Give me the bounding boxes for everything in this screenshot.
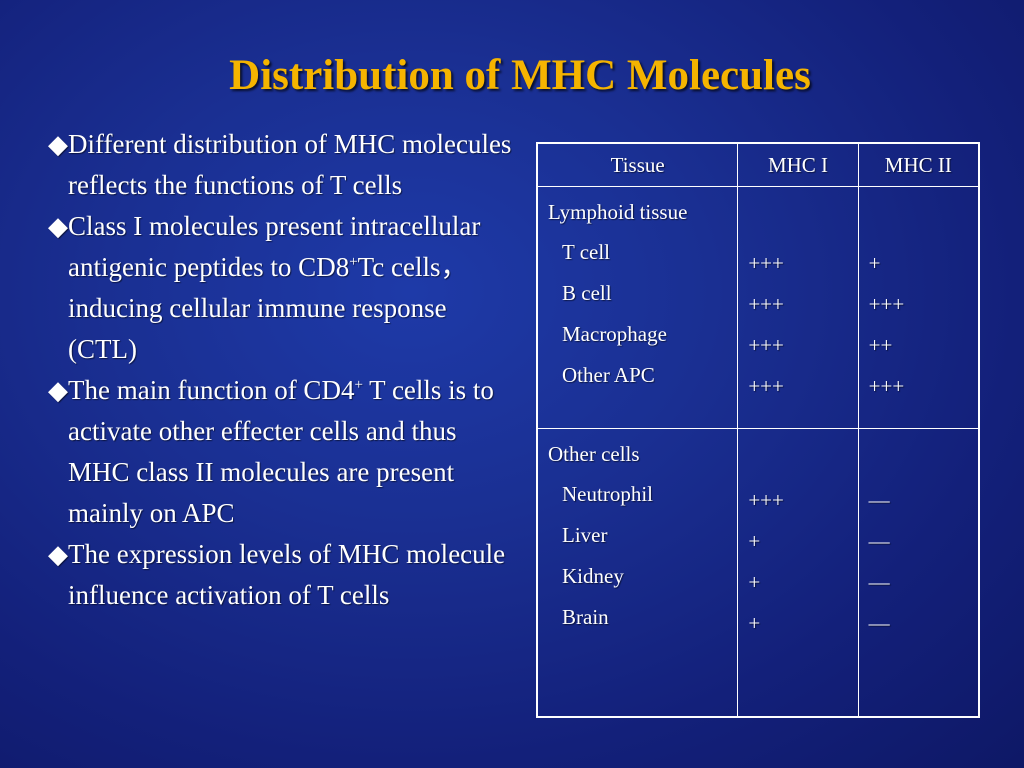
bullet-item: ◆ The expression levels of MHC molecule … xyxy=(48,534,518,616)
mhc1-cell: +++ +++ +++ +++ xyxy=(737,186,859,429)
mhc2-value: + xyxy=(868,251,881,275)
bullet-text: Different distribution of MHC molecules … xyxy=(68,129,512,200)
mhc1-value: + xyxy=(748,611,761,635)
mhc1-value: + xyxy=(748,529,761,553)
tissue-cell: Other cells Neutrophil Liver Kidney Brai… xyxy=(536,428,739,718)
table-row: Other cells Neutrophil Liver Kidney Brai… xyxy=(536,428,980,718)
mhc1-value: +++ xyxy=(748,333,784,357)
header-mhc1: MHC I xyxy=(737,142,859,187)
superscript: + xyxy=(349,254,358,270)
bullet-item: ◆ Different distribution of MHC molecule… xyxy=(48,124,518,206)
group-label-lymphoid: Lymphoid tissue xyxy=(548,200,688,224)
bullet-text: Tc cells，inducing cellular immune respon… xyxy=(68,252,468,364)
diamond-bullet-icon: ◆ xyxy=(48,540,68,569)
tissue-name: Other APC xyxy=(562,363,655,387)
tissue-cell: Lymphoid tissue T cell B cell Macrophage… xyxy=(536,186,739,429)
group-label-other: Other cells xyxy=(548,442,640,466)
header-mhc2: MHC II xyxy=(857,142,980,187)
mhc2-value: — xyxy=(868,570,890,594)
mhc2-value: — xyxy=(868,488,890,512)
mhc2-value: — xyxy=(868,611,890,635)
bullet-text: T cells is to activate other effecter ce… xyxy=(68,375,494,528)
tissue-name: Brain xyxy=(562,605,609,629)
mhc2-value: +++ xyxy=(868,292,905,316)
bullet-text: Class I molecules present intracellular … xyxy=(68,211,481,282)
mhc1-cell: +++ + + + xyxy=(737,428,859,718)
mhc-distribution-table: Tissue MHC I MHC II Lymphoid tissue T ce… xyxy=(536,142,980,718)
header-tissue: Tissue xyxy=(536,142,739,187)
diamond-bullet-icon: ◆ xyxy=(48,376,68,405)
mhc1-value: +++ xyxy=(748,374,784,398)
slide-title: Distribution of MHC Molecules xyxy=(229,52,811,99)
bullet-text: The expression levels of MHC molecule in… xyxy=(68,539,506,610)
tissue-name: Kidney xyxy=(562,564,624,588)
table-header-row: Tissue MHC I MHC II xyxy=(536,142,980,187)
mhc2-value: +++ xyxy=(868,374,905,398)
mhc2-cell: — — — — xyxy=(857,428,980,718)
diamond-bullet-icon: ◆ xyxy=(48,130,68,159)
tissue-name: Neutrophil xyxy=(562,482,653,506)
bullet-item: ◆ Class I molecules present intracellula… xyxy=(48,206,518,370)
mhc2-cell: + +++ ++ +++ xyxy=(857,186,980,429)
table-row: Lymphoid tissue T cell B cell Macrophage… xyxy=(536,186,980,429)
diamond-bullet-icon: ◆ xyxy=(48,212,68,241)
bullet-list: ◆ Different distribution of MHC molecule… xyxy=(48,124,518,616)
tissue-name: Macrophage xyxy=(562,322,667,346)
mhc1-value: + xyxy=(748,570,761,594)
mhc2-value: ++ xyxy=(868,333,893,357)
bullet-item: ◆ The main function of CD4+ T cells is t… xyxy=(48,370,518,534)
tissue-name: Liver xyxy=(562,523,608,547)
tissue-name: T cell xyxy=(562,240,611,264)
superscript: + xyxy=(354,377,363,393)
mhc1-value: +++ xyxy=(748,251,784,275)
mhc1-value: +++ xyxy=(748,488,784,512)
mhc1-value: +++ xyxy=(748,292,784,316)
bullet-text: The main function of CD4 xyxy=(68,375,355,405)
tissue-name: B cell xyxy=(562,281,612,305)
mhc2-value: — xyxy=(868,529,890,553)
